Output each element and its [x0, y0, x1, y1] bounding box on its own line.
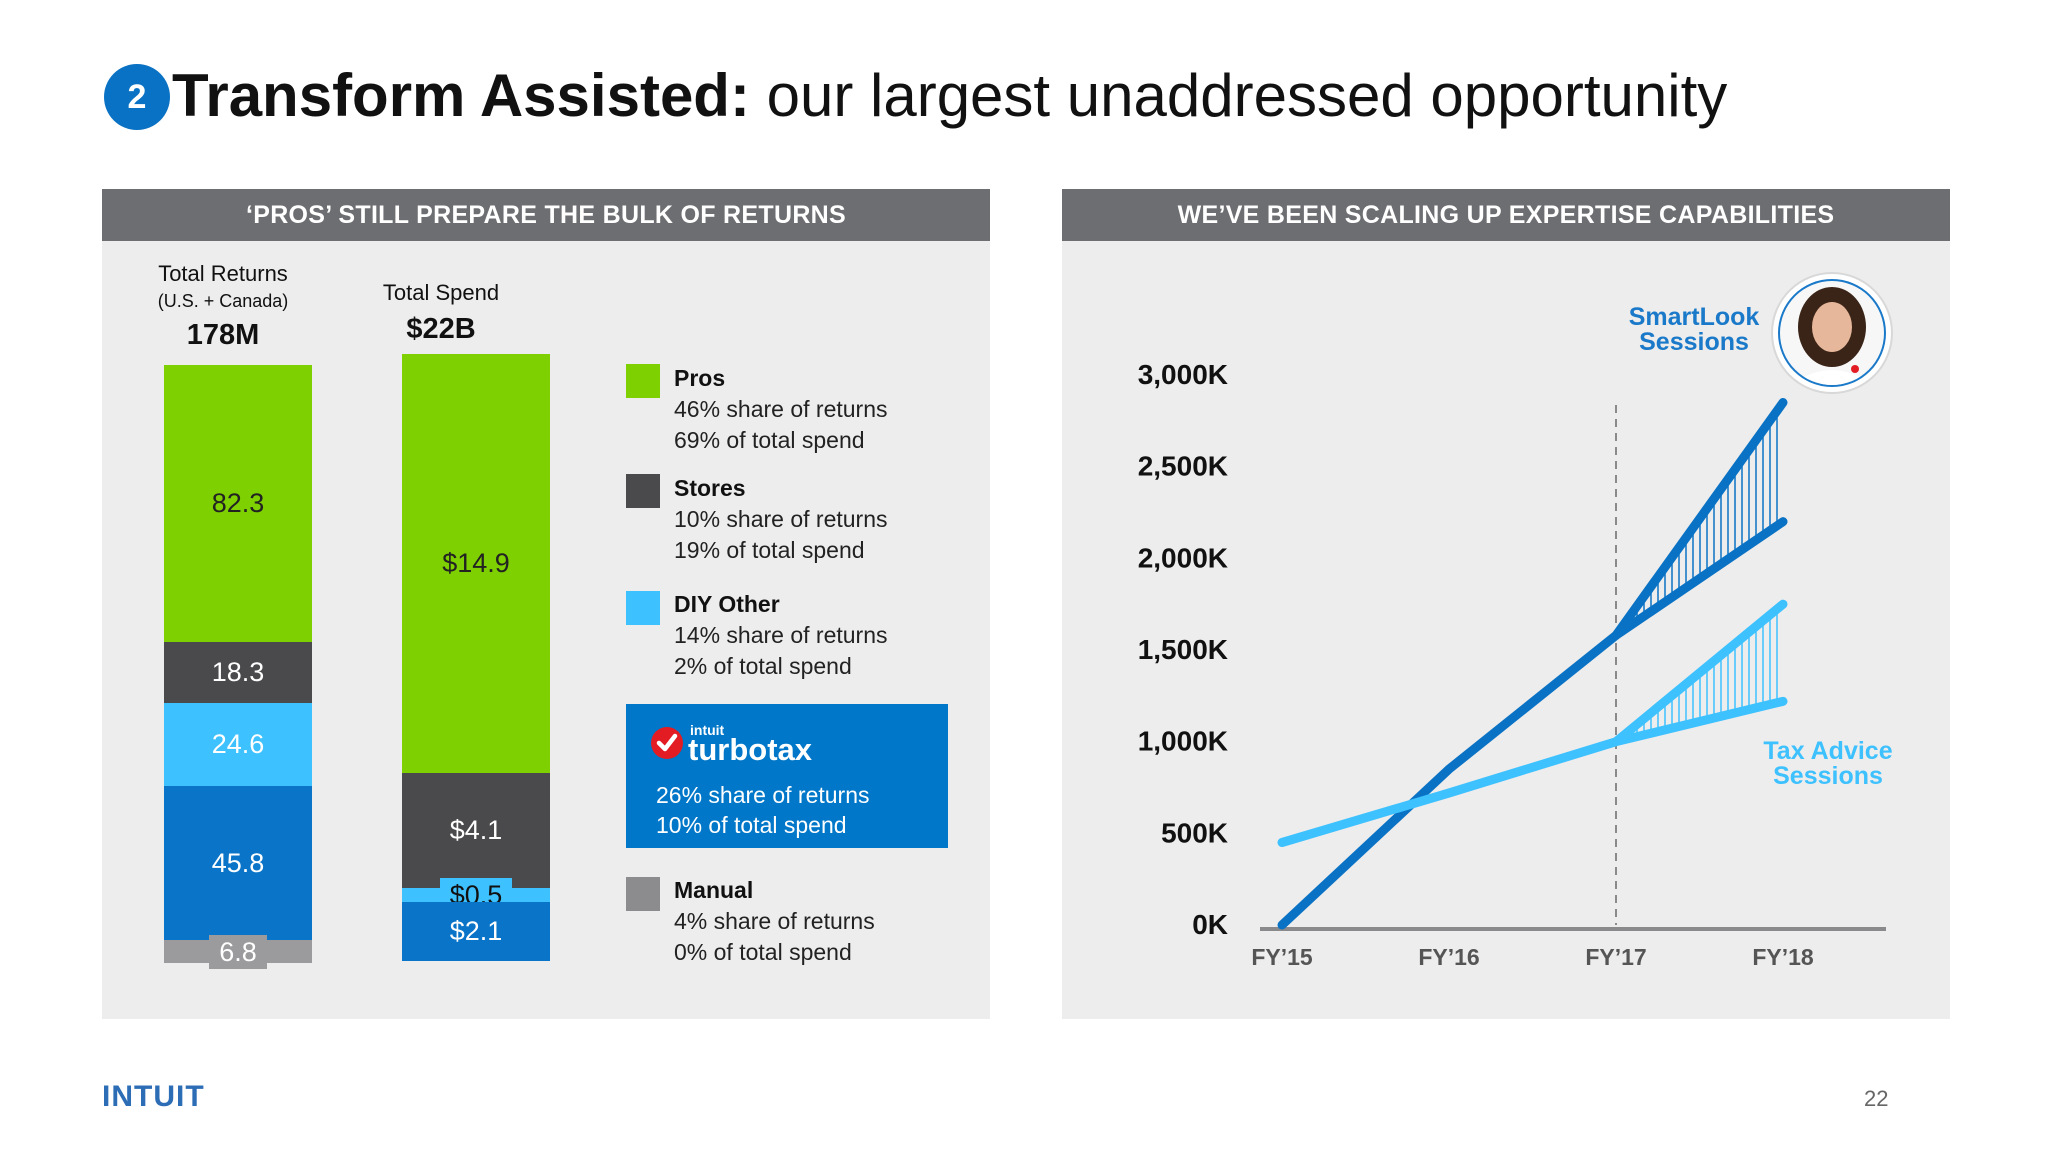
legend-title-diy-other: DIY Other: [674, 591, 780, 617]
bar-segment-manual: 6.8: [164, 934, 312, 969]
bar-label: $2.1: [449, 915, 503, 946]
spend-stacked-bar: $14.9 $4.1 $0.5 $2.1: [402, 354, 550, 961]
legend-swatch-manual: [626, 877, 660, 911]
left-panel-header: ‘PROS’ STILL PREPARE THE BULK OF RETURNS: [102, 189, 990, 241]
returns-spend-panel: ‘PROS’ STILL PREPARE THE BULK OF RETURNS…: [102, 189, 990, 1019]
total-spend-value: $22B: [406, 313, 476, 345]
legend-line-diy-1: 14% share of returns: [674, 622, 888, 648]
bar-segment-turbotax: $2.1: [402, 901, 550, 961]
turbotax-line-1: 26% share of returns: [656, 782, 870, 808]
bar-segment-diy-other: 24.6: [164, 703, 312, 787]
y-axis: 0K 500K 1,000K 1,500K 2,000K 2,500K 3,000K: [1138, 359, 1228, 940]
bar-label: 82.3: [211, 487, 265, 518]
x-tick-label: FY’16: [1418, 944, 1479, 970]
legend-title-manual: Manual: [674, 877, 754, 903]
slide-title-bold: Transform Assisted:: [172, 62, 750, 129]
x-tick-label: FY’17: [1585, 944, 1646, 970]
bar-label: 6.8: [209, 934, 267, 969]
total-returns-value: 178M: [186, 319, 260, 351]
projection-line-smartlook: [1611, 398, 1788, 640]
x-axis: FY’15 FY’16 FY’17 FY’18: [1251, 944, 1814, 970]
smartlook-annotation-2: Sessions: [1639, 328, 1749, 356]
total-returns-sub: (U.S. + Canada): [157, 291, 289, 311]
total-spend-label: Total Spend: [382, 280, 500, 305]
slide-title: Transform Assisted: our largest unaddres…: [172, 60, 1727, 132]
legend-line-manual-1: 4% share of returns: [674, 908, 875, 934]
taxadvice-annotation-2: Sessions: [1773, 762, 1883, 790]
legend-line-pros-2: 69% of total spend: [674, 427, 865, 453]
bar-segment-pros: 82.3: [164, 365, 312, 642]
y-tick-label: 2,500K: [1138, 451, 1228, 482]
page-number: 22: [1864, 1086, 1889, 1111]
y-tick-label: 1,000K: [1138, 726, 1228, 757]
taxadvice-annotation-1: Tax Advice: [1763, 737, 1892, 765]
y-tick-label: 500K: [1161, 817, 1228, 848]
bar-segment-turbotax: 45.8: [164, 786, 312, 941]
expertise-line-chart: 0K 500K 1,000K 1,500K 2,000K 2,500K 3,000K FY’…: [1138, 272, 1893, 970]
series-layer: [1277, 398, 1788, 930]
bar-segment-stores: $4.1: [402, 772, 550, 888]
series-line-tax-advice: [1277, 696, 1788, 847]
legend-title-pros: Pros: [674, 365, 726, 391]
y-tick-label: 0K: [1192, 909, 1228, 940]
bar-label: 45.8: [211, 847, 265, 878]
bar-label: $4.1: [449, 814, 503, 845]
smartlook-annotation-1: SmartLook: [1629, 303, 1760, 331]
legend-title-stores: Stores: [674, 475, 746, 501]
section-number-badge: 2: [104, 64, 170, 130]
turbotax-brand: turbotax: [688, 732, 812, 767]
projection-line-tax-advice: [1611, 599, 1788, 747]
slide-title-rest: our largest unaddressed opportunity: [749, 62, 1728, 129]
y-tick-label: 3,000K: [1138, 359, 1228, 390]
legend-line-diy-2: 2% of total spend: [674, 653, 852, 679]
legend-swatch-pros: [626, 364, 660, 398]
turbotax-checkmark-icon: [651, 727, 683, 759]
total-returns-label: Total Returns: [158, 261, 288, 286]
bar-segment-pros: $14.9: [402, 354, 550, 773]
turbotax-line-2: 10% of total spend: [656, 812, 847, 838]
series-line-smartlook: [1277, 517, 1788, 930]
turbotax-intuit-mark: intuit: [690, 722, 725, 738]
bar-label: 18.3: [211, 657, 265, 688]
legend-line-stores-2: 19% of total spend: [674, 537, 865, 563]
right-panel-header: WE’VE BEEN SCALING UP EXPERTISE CAPABILI…: [1062, 189, 1950, 241]
x-tick-label: FY’15: [1251, 944, 1313, 970]
turbotax-legend-box: intuit turbotax 26% share of returns 10%…: [626, 704, 948, 848]
y-tick-label: 1,500K: [1138, 634, 1228, 665]
legend-swatch-diy-other: [626, 591, 660, 625]
legend-line-manual-2: 0% of total spend: [674, 939, 852, 965]
intuit-logo: INTUIT: [102, 1080, 205, 1113]
bar-label: $14.9: [442, 547, 510, 578]
expert-avatar: [1771, 272, 1893, 394]
legend-swatch-stores: [626, 474, 660, 508]
legend-line-stores-1: 10% share of returns: [674, 506, 888, 532]
bar-segment-diy-other: $0.5: [402, 877, 550, 912]
x-tick-label: FY’18: [1752, 944, 1814, 970]
bar-label: 24.6: [211, 729, 265, 760]
returns-stacked-bar: 82.3 18.3 24.6 45.8 6.8: [164, 365, 312, 969]
bar-segment-stores: 18.3: [164, 641, 312, 704]
y-tick-label: 2,000K: [1138, 542, 1228, 573]
legend-line-pros-1: 46% share of returns: [674, 396, 888, 422]
